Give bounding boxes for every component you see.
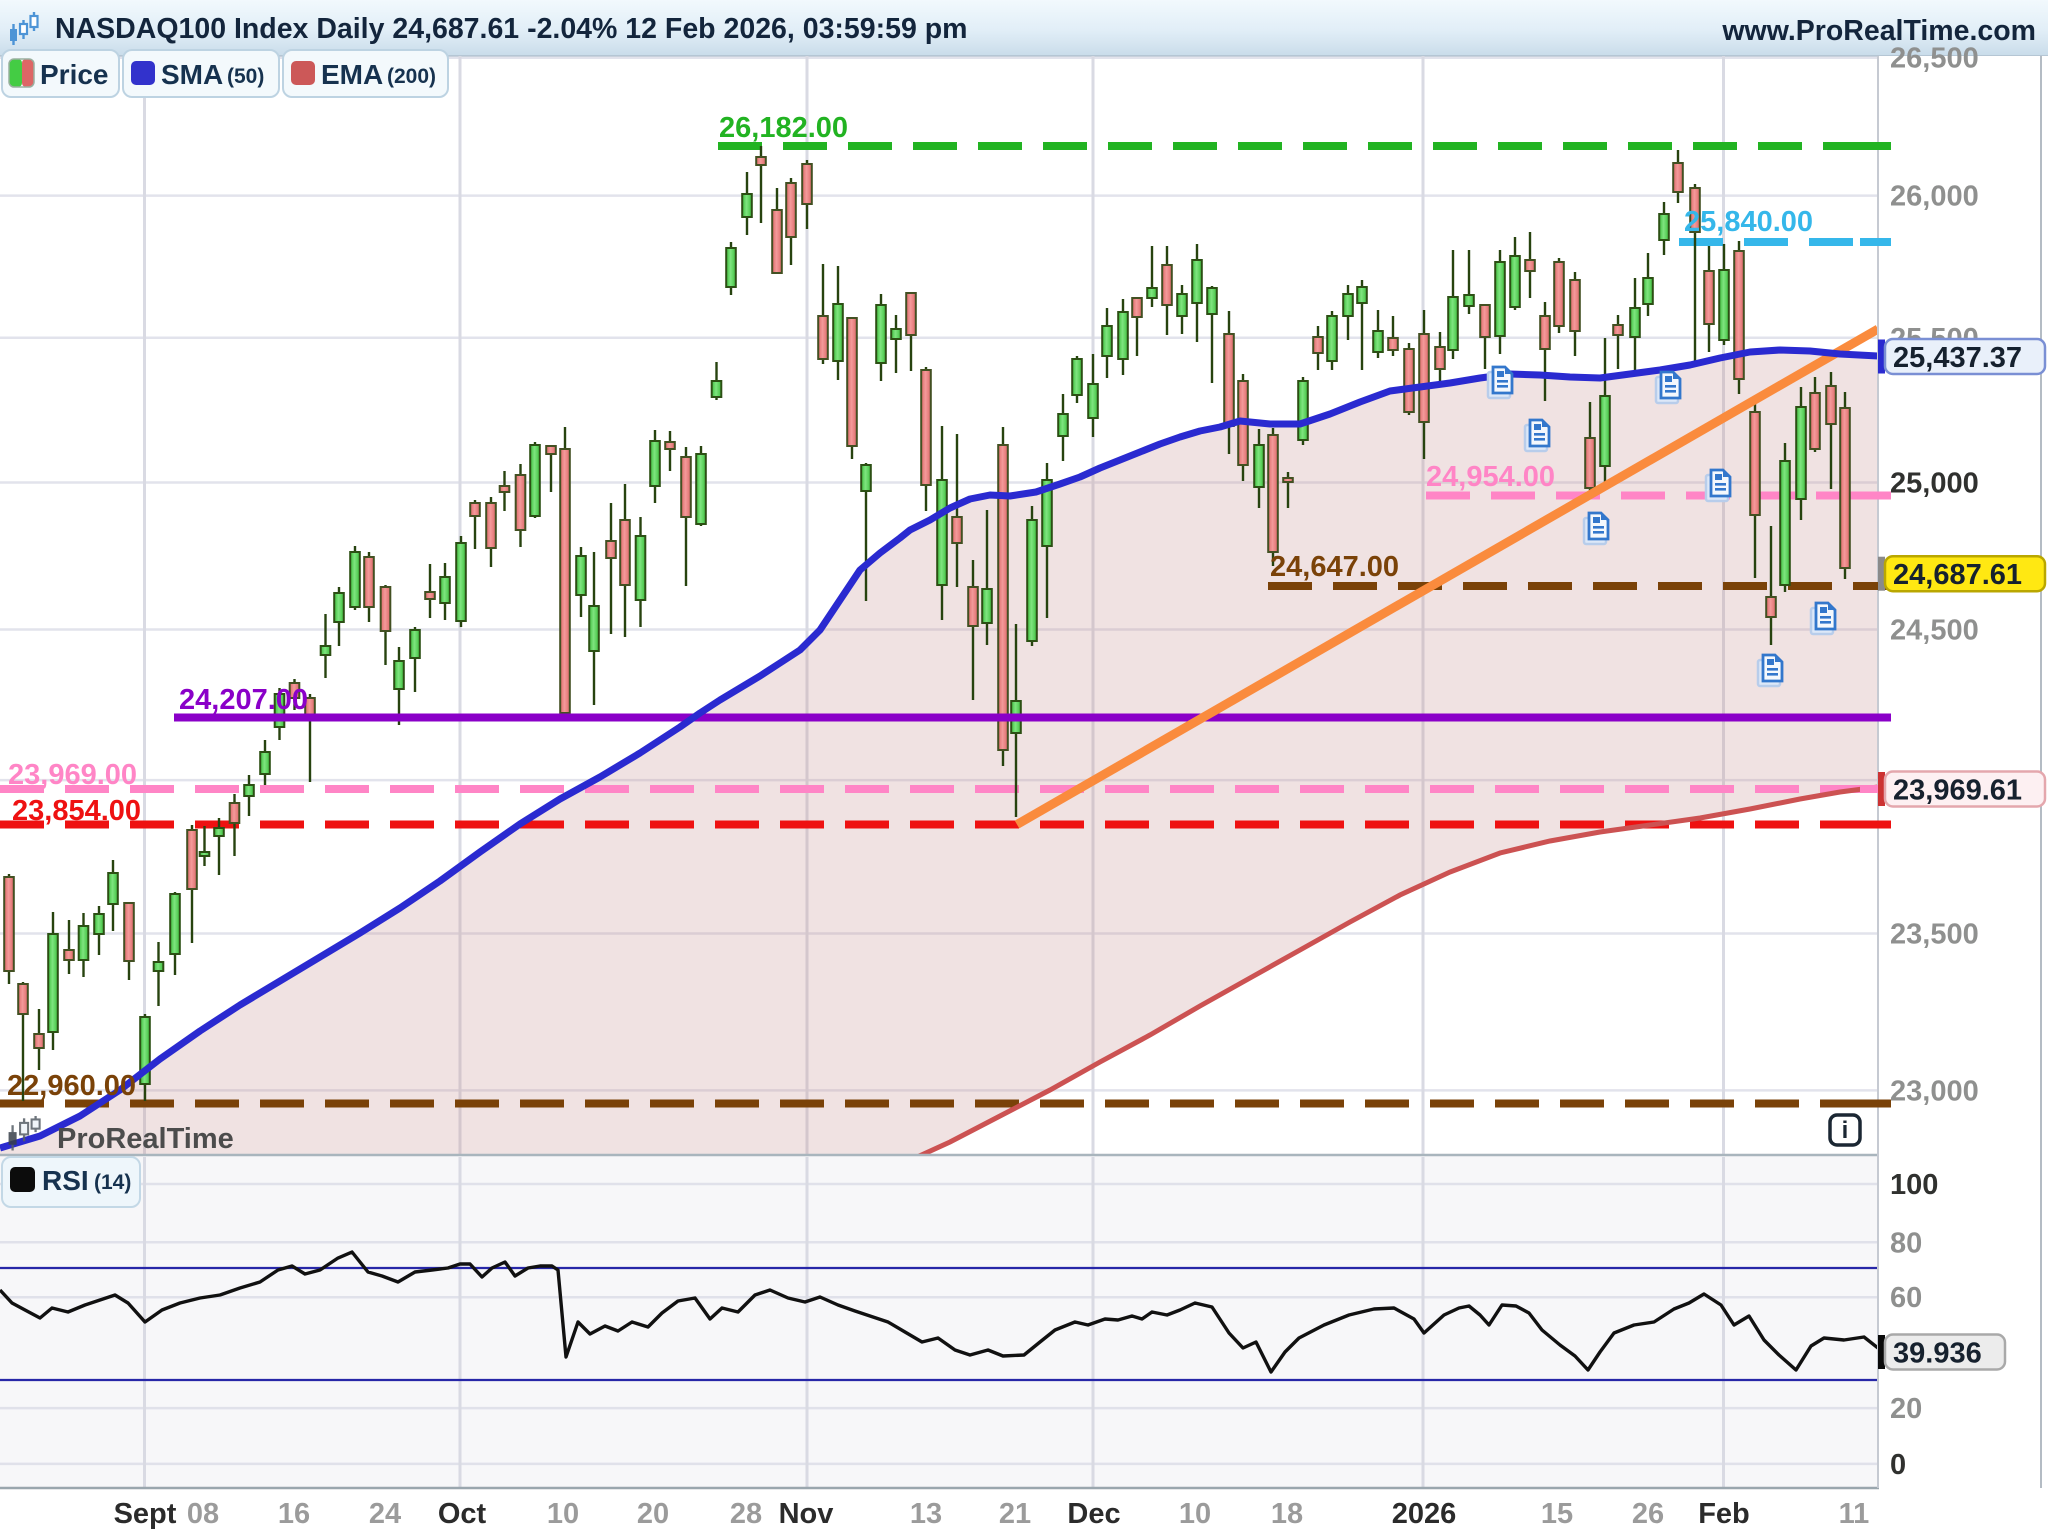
- svg-text:Price: Price: [40, 59, 109, 90]
- svg-text:23,500: 23,500: [1890, 919, 1979, 951]
- svg-text:24: 24: [369, 1498, 401, 1530]
- svg-text:22,960.00: 22,960.00: [7, 1070, 136, 1102]
- svg-text:16: 16: [278, 1498, 310, 1530]
- svg-text:24,500: 24,500: [1890, 615, 1979, 647]
- svg-text:26,182.00: 26,182.00: [719, 112, 848, 144]
- svg-text:(50): (50): [227, 65, 264, 88]
- svg-text:21: 21: [999, 1498, 1031, 1530]
- svg-text:60: 60: [1890, 1282, 1922, 1314]
- svg-text:i: i: [1842, 1117, 1849, 1144]
- svg-text:ProRealTime: ProRealTime: [57, 1123, 234, 1155]
- svg-text:24,687.61: 24,687.61: [1893, 559, 2022, 591]
- svg-text:11: 11: [1839, 1498, 1870, 1530]
- svg-text:2026: 2026: [1392, 1498, 1457, 1530]
- svg-text:24,647.00: 24,647.00: [1270, 551, 1399, 583]
- svg-text:(200): (200): [387, 65, 436, 88]
- svg-text:NASDAQ100 Index Daily 24,687.6: NASDAQ100 Index Daily 24,687.61 -2.04% 1…: [55, 13, 968, 45]
- svg-text:08: 08: [187, 1498, 219, 1530]
- svg-text:23,969.61: 23,969.61: [1893, 775, 2022, 807]
- svg-text:10: 10: [547, 1498, 579, 1530]
- svg-text:25,437.37: 25,437.37: [1893, 342, 2022, 374]
- svg-text:Nov: Nov: [779, 1498, 834, 1530]
- svg-text:RSI: RSI: [42, 1165, 89, 1196]
- svg-text:26: 26: [1632, 1498, 1664, 1530]
- svg-text:23,854.00: 23,854.00: [12, 795, 141, 827]
- svg-text:20: 20: [1890, 1393, 1922, 1425]
- svg-text:26,500: 26,500: [1890, 43, 1979, 75]
- svg-text:13: 13: [910, 1498, 942, 1530]
- svg-text:EMA: EMA: [321, 59, 383, 90]
- svg-text:25,840.00: 25,840.00: [1684, 206, 1813, 238]
- svg-text:25,000: 25,000: [1890, 468, 1979, 500]
- svg-text:Feb: Feb: [1698, 1498, 1750, 1530]
- svg-text:24,207.00: 24,207.00: [179, 684, 308, 716]
- svg-text:39.936: 39.936: [1893, 1338, 1982, 1370]
- svg-text:Oct: Oct: [438, 1498, 487, 1530]
- svg-text:26,000: 26,000: [1890, 181, 1979, 213]
- svg-text:23,969.00: 23,969.00: [8, 759, 137, 791]
- svg-text:28: 28: [730, 1498, 762, 1530]
- svg-text:15: 15: [1541, 1498, 1573, 1530]
- svg-text:Dec: Dec: [1067, 1498, 1120, 1530]
- svg-text:100: 100: [1890, 1169, 1938, 1201]
- svg-text:10: 10: [1179, 1498, 1211, 1530]
- svg-text:18: 18: [1271, 1498, 1303, 1530]
- svg-text:0: 0: [1890, 1449, 1906, 1481]
- svg-text:(14): (14): [94, 1171, 131, 1194]
- svg-text:20: 20: [637, 1498, 669, 1530]
- svg-text:www.ProRealTime.com: www.ProRealTime.com: [1721, 15, 2036, 47]
- svg-text:Sept: Sept: [114, 1498, 177, 1530]
- svg-text:24,954.00: 24,954.00: [1426, 461, 1555, 493]
- svg-text:80: 80: [1890, 1227, 1922, 1259]
- svg-text:SMA: SMA: [161, 59, 223, 90]
- svg-text:23,000: 23,000: [1890, 1075, 1979, 1107]
